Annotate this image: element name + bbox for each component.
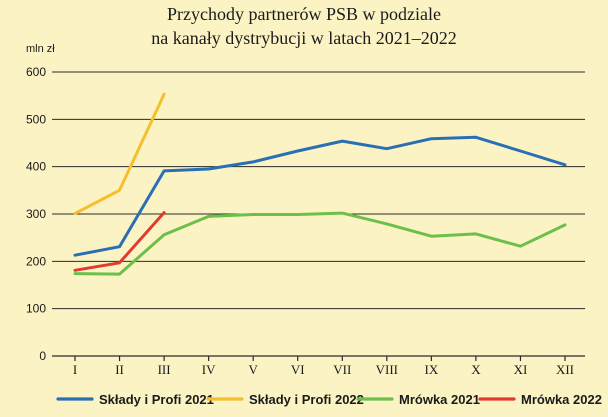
legend-label-3: Mrówka 2021 (399, 392, 480, 407)
series-line-3 (73, 211, 567, 276)
x-tick-label: I (73, 362, 77, 377)
x-tick-label: VI (291, 362, 305, 377)
legend-label-2: Składy i Profi 2022 (249, 392, 364, 407)
series-line-2 (73, 92, 166, 215)
y-tick-label: 500 (26, 112, 46, 126)
x-tick-label: VII (333, 362, 351, 377)
legend-label-1: Składy i Profi 2021 (99, 392, 214, 407)
chart-title-line-1: Przychody partnerów PSB w podziale (167, 4, 441, 24)
x-tick-label: V (248, 362, 258, 377)
y-axis-unit-label: mln zł (26, 43, 55, 55)
legend-label-4: Mrówka 2022 (521, 392, 602, 407)
x-tick-label: II (115, 362, 124, 377)
x-tick-label: III (158, 362, 171, 377)
y-tick-label: 100 (26, 302, 46, 316)
legend: Składy i Profi 2021 Składy i Profi 2022 Mr… (56, 392, 602, 407)
y-tick-label: 200 (26, 254, 46, 268)
x-tick-label: IV (202, 362, 216, 377)
chart-title-line-2: na kanały dystrybucji w latach 2021–2022 (151, 28, 456, 48)
series-line-4 (73, 211, 166, 272)
y-tick-label: 600 (26, 65, 46, 79)
series-layer (73, 92, 567, 276)
y-tick-label: 400 (26, 160, 46, 174)
y-axis-ticks: 0 100 200 300 400 500 600 (26, 65, 46, 363)
x-tick-label: XI (514, 362, 528, 377)
x-tick-label: XII (556, 362, 574, 377)
y-tick-label: 0 (39, 349, 46, 363)
grid-layer (52, 71, 585, 357)
y-tick-label: 300 (26, 207, 46, 221)
x-tick-label: VIII (376, 362, 398, 377)
series-line-1 (73, 135, 567, 257)
x-tick-label: X (471, 362, 481, 377)
x-tick-label: IX (425, 362, 439, 377)
x-axis-ticks: I II III IV V VI VII VIII IX X XI XII (73, 356, 574, 377)
